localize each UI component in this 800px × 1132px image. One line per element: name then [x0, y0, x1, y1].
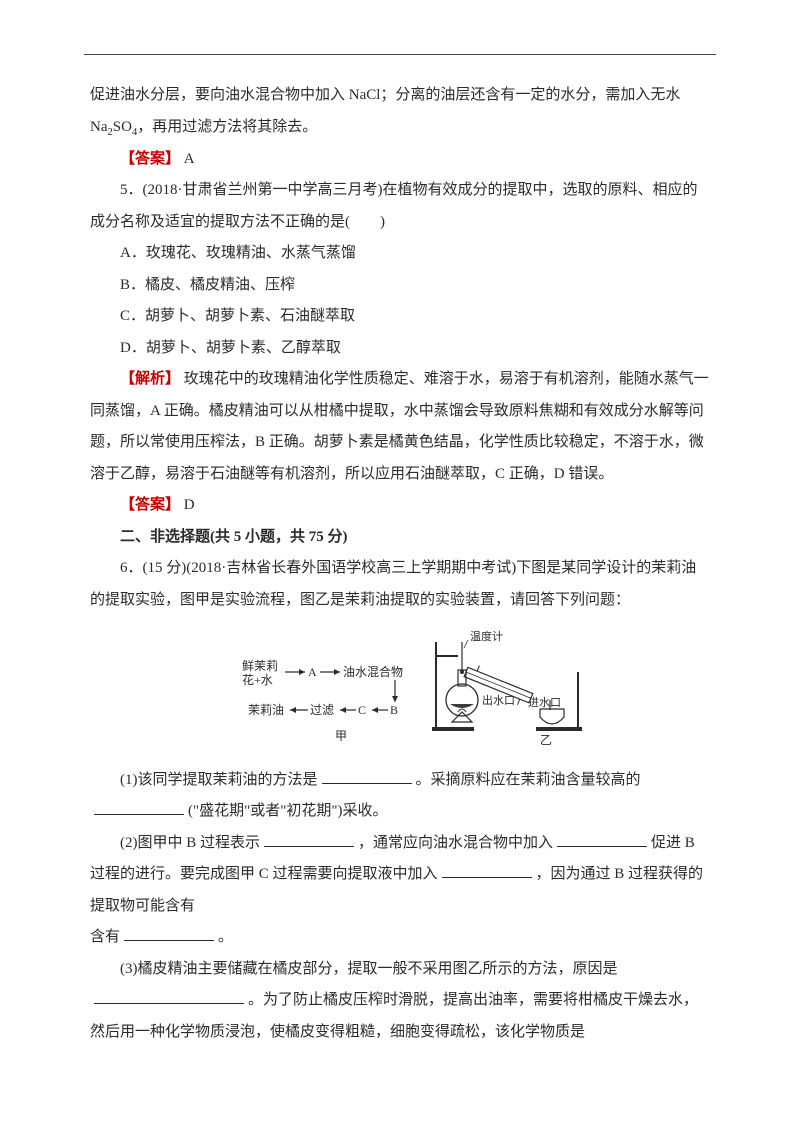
- intro-text-2: ，再用过滤方法将其除去。: [137, 119, 317, 135]
- q6-2-d2: 含有: [90, 929, 120, 945]
- section-2-title: 二、非选择题(共 5 小题，共 75 分): [90, 522, 710, 554]
- q6-1-b: 。采摘原料应在茉莉油含量较高的: [416, 772, 641, 788]
- q5-option-c: C．胡萝卜、胡萝卜素、石油醚萃取: [90, 301, 710, 333]
- blank-5[interactable]: [442, 862, 532, 878]
- q5-option-d: D．胡萝卜、胡萝卜素、乙醇萃取: [90, 333, 710, 365]
- fig-jasmine-oil: 茉莉油: [248, 703, 284, 717]
- blank-6[interactable]: [124, 925, 214, 941]
- page-top-rule: [84, 54, 716, 55]
- figure-svg: 鲜茉莉花+水 A 油水混合物 茉莉油 过滤 C B: [200, 622, 600, 752]
- q6-1-a: (1)该同学提取茉莉油的方法是: [120, 772, 318, 788]
- fig-node-c: C: [358, 703, 366, 717]
- blank-4[interactable]: [557, 831, 647, 847]
- fig-mixture: 油水混合物: [343, 664, 403, 679]
- answer-label-2: 【答案】: [120, 497, 180, 513]
- fig-filter: 过滤: [310, 703, 334, 717]
- q6-3-line2: 。为了防止橘皮压榨时滑脱，提高出油率，需要将柑橘皮干燥去水，然后用一种化学物质浸…: [90, 985, 710, 1048]
- answer-label-1: 【答案】: [120, 151, 180, 167]
- q6-2-e: 。: [218, 929, 233, 945]
- q5-option-a: A．玫瑰花、玫瑰精油、水蒸气蒸馏: [90, 238, 710, 270]
- figure: 鲜茉莉花+水 A 油水混合物 茉莉油 过滤 C B: [90, 622, 710, 765]
- fig-node-a: A: [308, 665, 317, 679]
- blank-2[interactable]: [94, 799, 184, 815]
- fig-left-in-line: 鲜茉莉: [242, 659, 278, 673]
- answer-1: 【答案】 A: [90, 144, 710, 176]
- q6-3-a: (3)橘皮精油主要储藏在橘皮部分，提取一般不采用图乙所示的方法，原因是: [120, 961, 618, 977]
- blank-1[interactable]: [322, 768, 412, 784]
- q5-stem: 5．(2018·甘肃省兰州第一中学高三月考)在植物有效成分的提取中，选取的原料、…: [90, 175, 710, 238]
- intro-continuation: 促进油水分层，要向油水混合物中加入 NaCl；分离的油层还含有一定的水分，需加入…: [90, 80, 710, 144]
- explain-label: 【解析】: [120, 371, 180, 387]
- answer-value-1: A: [180, 151, 195, 167]
- q6-3: (3)橘皮精油主要储藏在橘皮部分，提取一般不采用图乙所示的方法，原因是: [90, 954, 710, 986]
- blank-7[interactable]: [94, 988, 244, 1004]
- q5-explanation: 【解析】 玫瑰花中的玫瑰精油化学性质稳定、难溶于水，易溶于有机溶剂，能随水蒸气一…: [90, 364, 710, 490]
- blank-3[interactable]: [264, 831, 354, 847]
- q6-2: (2)图甲中 B 过程表示，通常应向油水混合物中加入促进 B 过程的进行。要完成…: [90, 828, 710, 923]
- fig-node-b: B: [390, 703, 398, 717]
- fig-caption-right: 乙: [540, 733, 552, 747]
- q6-2-line2: 含有 。: [90, 922, 710, 954]
- q6-1-line2: ("盛花期"或者"初花期")采收。: [90, 796, 710, 828]
- fig-caption-left: 甲: [335, 729, 347, 743]
- q5-option-b: B．橘皮、橘皮精油、压榨: [90, 270, 710, 302]
- q6-2-b: ，通常应向油水混合物中加入: [358, 835, 553, 851]
- fig-inlet-label: 进水口: [528, 696, 561, 709]
- fig-left-input: 鲜茉莉花+水: [242, 659, 278, 687]
- q6-1: (1)该同学提取茉莉油的方法是 。采摘原料应在茉莉油含量较高的: [90, 765, 710, 797]
- intro-so: SO: [113, 119, 132, 135]
- q6-2-a: (2)图甲中 B 过程表示: [120, 835, 260, 851]
- fig-outlet-label: 出水口: [482, 693, 515, 707]
- answer-value-2: D: [180, 497, 195, 513]
- q6-1-c: ("盛花期"或者"初花期")采收。: [188, 803, 387, 819]
- q6-stem: 6．(15 分)(2018·吉林省长春外国语学校高三上学期期中考试)下图是某同学…: [90, 553, 710, 616]
- q5-explain-text: 玫瑰花中的玫瑰精油化学性质稳定、难溶于水，易溶于有机溶剂，能随水蒸气一同蒸馏，A…: [90, 371, 709, 482]
- answer-2: 【答案】 D: [90, 490, 710, 522]
- fig-thermometer-label: 温度计: [470, 629, 503, 643]
